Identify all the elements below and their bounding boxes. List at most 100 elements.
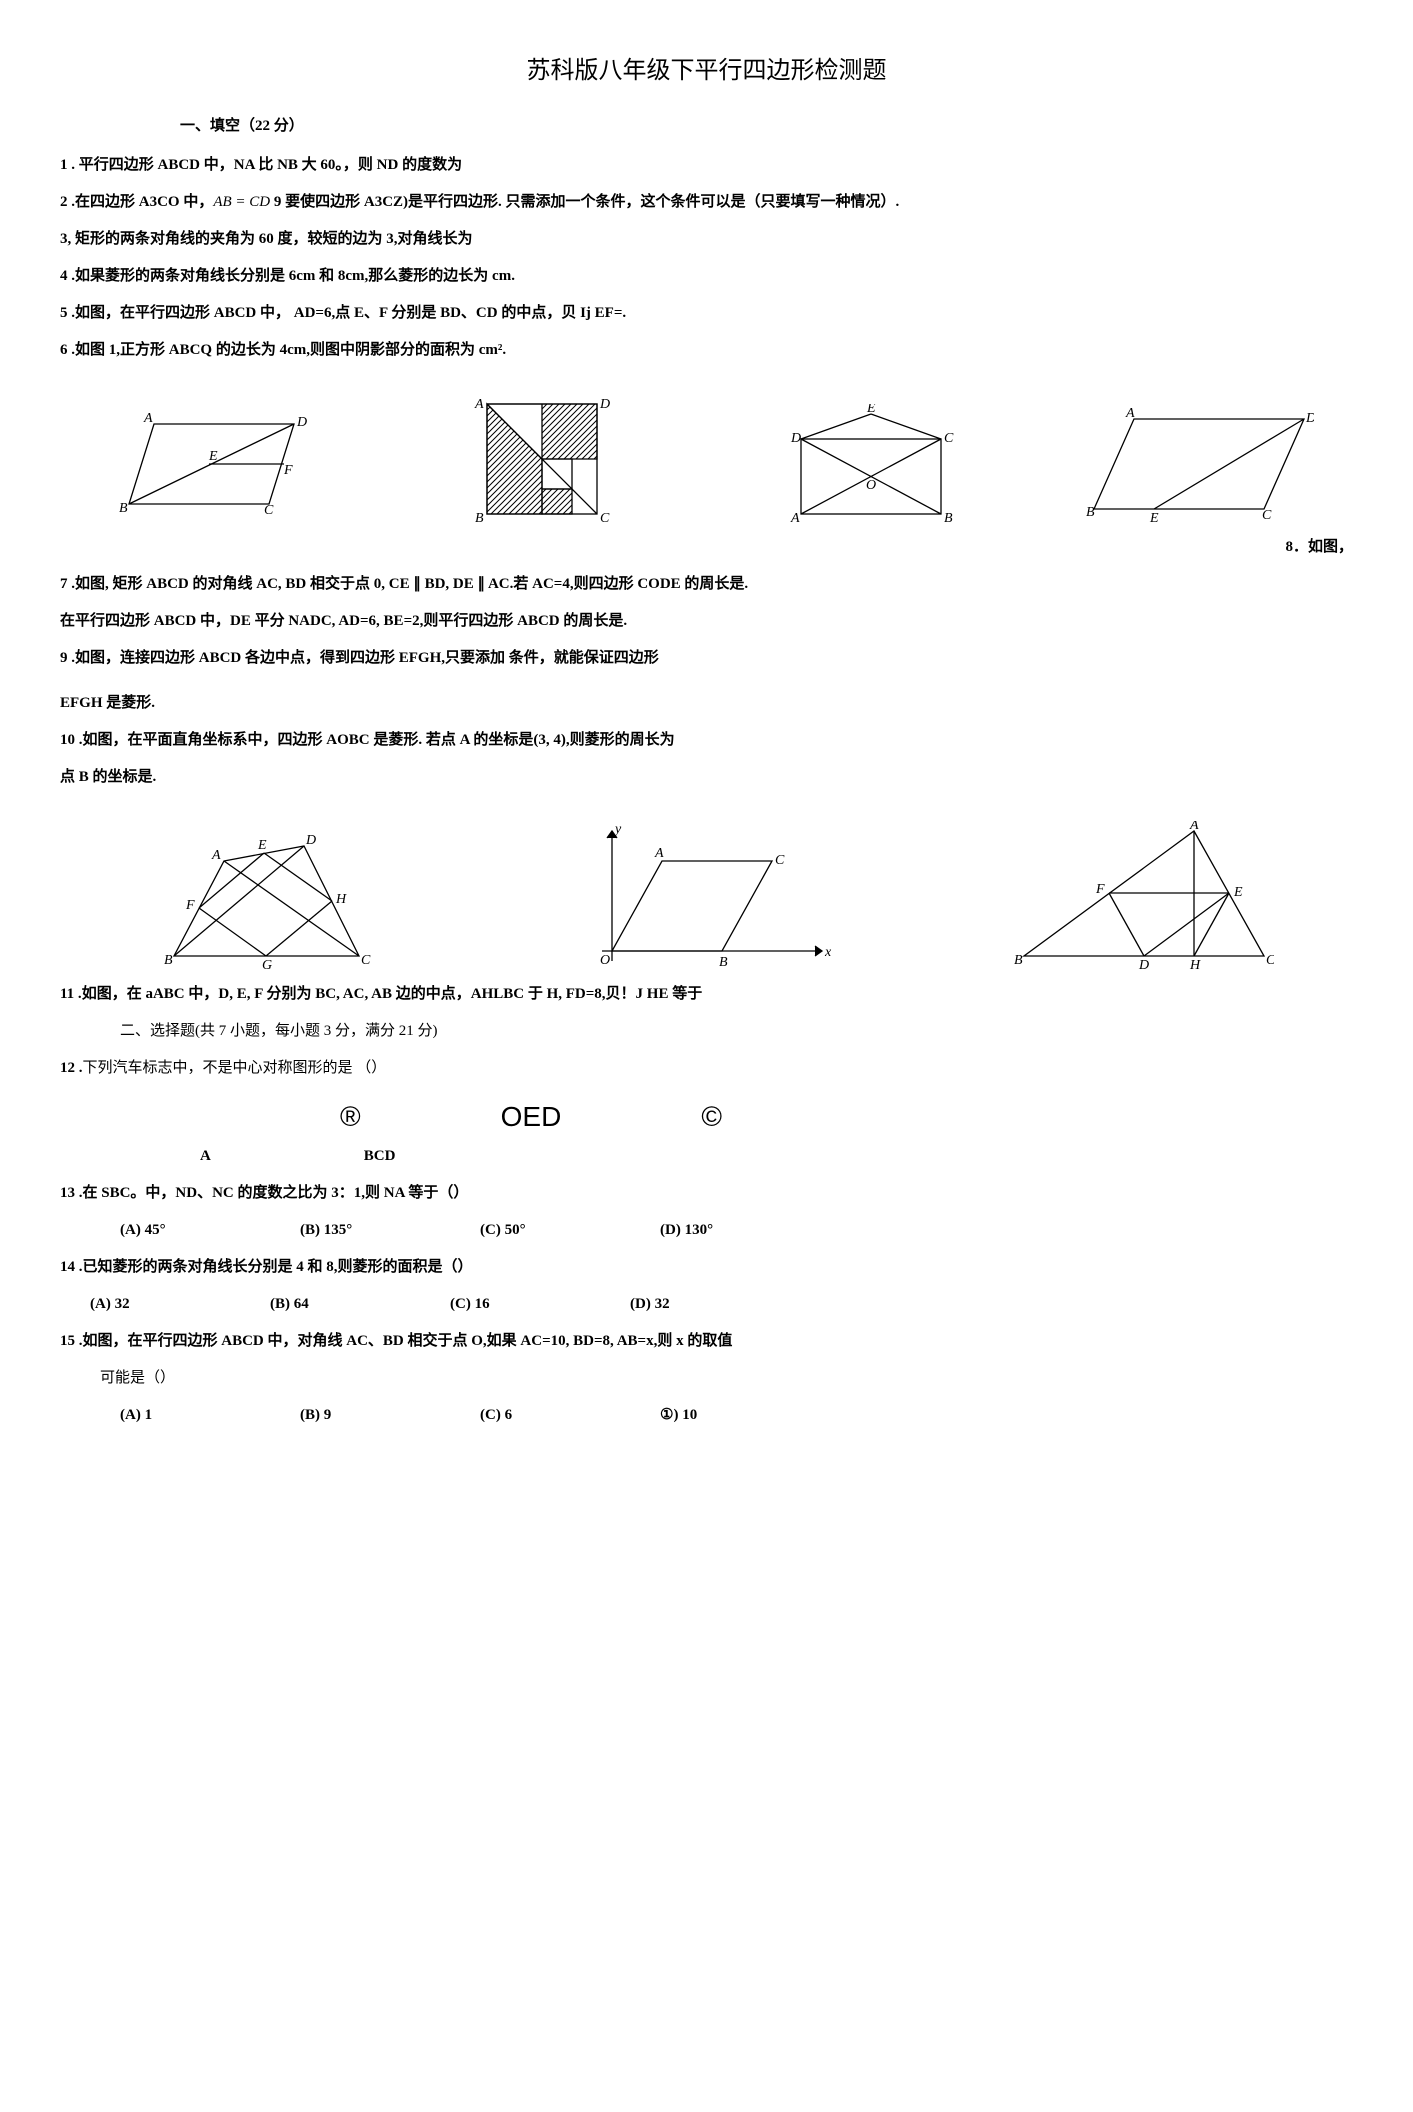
section-2-header: 二、选择题(共 7 小题，每小题 3 分，满分 21 分)	[120, 1018, 1353, 1045]
q15b-text: 可能是（）	[100, 1370, 175, 1386]
svg-text:E: E	[1149, 511, 1159, 524]
svg-text:A: A	[1125, 406, 1135, 421]
q3-text: 矩形的两条对角线的夹角为 60 度，较短的边为 3,对角线长为	[75, 231, 473, 247]
svg-text:E: E	[1233, 885, 1243, 900]
svg-text:D: D	[790, 431, 801, 446]
svg-text:D: D	[296, 415, 307, 430]
q5-text: 如图，在平行四边形 ABCD 中， AD=6,点 E、F 分别是 BD、CD 的…	[75, 305, 626, 321]
svg-text:x: x	[824, 945, 832, 960]
svg-text:C: C	[600, 511, 610, 524]
figure-11: A BC FE DH	[935, 821, 1353, 971]
section2-text: 二、选择题(共 7 小题，每小题 3 分，满分 21 分)	[120, 1023, 438, 1039]
question-3: 3, 矩形的两条对角线的夹角为 60 度，较短的边为 3,对角线长为	[60, 226, 1353, 253]
svg-text:O: O	[600, 953, 610, 968]
q15-text: 如图，在平行四边形 ABCD 中，对角线 AC、BD 相交于点 O,如果 AC=…	[83, 1333, 733, 1349]
q5-num: 5 .	[60, 305, 75, 321]
q11-text: 如图，在 aABC 中，D, E, F 分别为 BC, AC, AB 边的中点，…	[82, 986, 703, 1002]
symbol-c: ©	[701, 1092, 722, 1142]
figure-row-1: AD BC EF AD BC	[60, 394, 1353, 524]
q14-opt-b: (B) 64	[270, 1291, 390, 1318]
svg-text:C: C	[775, 853, 785, 868]
svg-text:D: D	[1138, 958, 1149, 971]
q7b-text: 在平行四边形 ABCD 中，DE 平分 NADC, AD=6, BE=2,则平行…	[60, 613, 627, 629]
figure-10: Oyx AC B	[498, 821, 916, 971]
svg-text:A: A	[211, 848, 221, 863]
q14-num: 14 .	[60, 1259, 83, 1275]
q15-opt-a: (A) 1	[120, 1402, 240, 1429]
question-5: 5 .如图，在平行四边形 ABCD 中， AD=6,点 E、F 分别是 BD、C…	[60, 300, 1353, 327]
q8-note: 8．如图，	[60, 534, 1353, 561]
question-15b: 可能是（）	[100, 1365, 1353, 1392]
q14-options: (A) 32 (B) 64 (C) 16 (D) 32	[90, 1291, 1353, 1318]
q15-opt-b: (B) 9	[300, 1402, 420, 1429]
svg-text:C: C	[1262, 508, 1272, 523]
q13-text: 在 SBC。中，ND、NC 的度数之比为 3：1,则 NA 等于（）	[83, 1185, 469, 1201]
q2-post: 9 要使四边形 A3CZ)是平行四边形. 只需添加一个条件，这个条件可以是（只要…	[270, 194, 899, 210]
svg-text:F: F	[1095, 882, 1105, 897]
q4-num: 4 .	[60, 268, 75, 284]
question-15: 15 .如图，在平行四边形 ABCD 中，对角线 AC、BD 相交于点 O,如果…	[60, 1328, 1353, 1355]
svg-text:B: B	[475, 511, 484, 524]
figure-5: AD BC EF	[60, 404, 368, 524]
q10b-text: 点 B 的坐标是.	[60, 769, 156, 785]
svg-text:E: E	[866, 404, 876, 416]
figure-8: AD BC E	[1045, 404, 1353, 524]
svg-text:A: A	[790, 511, 800, 524]
q2-math: AB = CD	[213, 194, 270, 210]
q3-num: 3,	[60, 231, 71, 247]
figure-7: D C A B E O	[717, 404, 1025, 524]
q12-num: 12 .	[60, 1060, 83, 1076]
question-9b: EFGH 是菱形.	[60, 690, 1353, 717]
question-7: 7 .如图, 矩形 ABCD 的对角线 AC, BD 相交于点 0, CE ∥ …	[60, 571, 1353, 598]
q15-options: (A) 1 (B) 9 (C) 6 ①) 10	[120, 1402, 1353, 1429]
svg-text:A: A	[654, 846, 664, 861]
svg-text:y: y	[613, 822, 622, 837]
q2-pre: 在四边形 A3CO 中，	[75, 194, 213, 210]
svg-text:A: A	[474, 397, 484, 412]
q14-opt-d: (D) 32	[630, 1291, 750, 1318]
svg-text:H: H	[335, 892, 347, 907]
svg-text:C: C	[944, 431, 954, 446]
page-title: 苏科版八年级下平行四边形检测题	[60, 50, 1353, 93]
q10-text: 如图，在平面直角坐标系中，四边形 AOBC 是菱形. 若点 A 的坐标是(3, …	[83, 732, 675, 748]
question-6: 6 .如图 1,正方形 ABCQ 的边长为 4cm,则图中阴影部分的面积为 cm…	[60, 337, 1353, 364]
q6-num: 6 .	[60, 342, 75, 358]
question-12: 12 .下列汽车标志中，不是中心对称图形的是 （）	[60, 1055, 1353, 1082]
q1-num: 1 .	[60, 157, 75, 173]
svg-text:D: D	[305, 833, 316, 848]
svg-text:B: B	[164, 953, 173, 968]
opt-bcd-label: BCD	[364, 1148, 396, 1164]
q7-text: 如图, 矩形 ABCD 的对角线 AC, BD 相交于点 0, CE ∥ BD,…	[75, 576, 748, 592]
svg-text:G: G	[262, 958, 272, 971]
q13-num: 13 .	[60, 1185, 83, 1201]
q13-options: (A) 45° (B) 135° (C) 50° (D) 130°	[120, 1217, 1353, 1244]
symbol-r: ®	[340, 1092, 361, 1142]
svg-text:D: D	[599, 397, 610, 412]
q14-text: 已知菱形的两条对角线长分别是 4 和 8,则菱形的面积是（）	[83, 1259, 473, 1275]
q4-text: 如果菱形的两条对角线长分别是 6cm 和 8cm,那么菱形的边长为 cm.	[75, 268, 515, 284]
q15-opt-d: ①) 10	[660, 1402, 780, 1429]
symbol-oed: OED	[501, 1092, 562, 1142]
svg-text:F: F	[283, 463, 293, 478]
section-1-header: 一、填空（22 分）	[180, 113, 1353, 140]
q13-opt-b: (B) 135°	[300, 1217, 420, 1244]
figure-6: A D B C	[388, 394, 696, 524]
svg-text:O: O	[866, 478, 876, 493]
question-4: 4 .如果菱形的两条对角线长分别是 6cm 和 8cm,那么菱形的边长为 cm.	[60, 263, 1353, 290]
q9-text: 如图，连接四边形 ABCD 各边中点，得到四边形 EFGH,只要添加 条件，就能…	[75, 650, 659, 666]
svg-text:B: B	[944, 511, 953, 524]
question-2: 2 .在四边形 A3CO 中，AB = CD 9 要使四边形 A3CZ)是平行四…	[60, 189, 1353, 216]
svg-text:A: A	[1189, 821, 1199, 833]
question-9: 9 .如图，连接四边形 ABCD 各边中点，得到四边形 EFGH,只要添加 条件…	[60, 645, 1353, 672]
q13-opt-a: (A) 45°	[120, 1217, 240, 1244]
q11-num: 11 .	[60, 986, 82, 1002]
question-1: 1 . 平行四边形 ABCD 中，NA 比 NB 大 60。，则 ND 的度数为	[60, 152, 1353, 179]
svg-text:C: C	[264, 503, 274, 518]
q7-num: 7 .	[60, 576, 75, 592]
svg-text:B: B	[1014, 953, 1023, 968]
svg-text:D: D	[1305, 411, 1314, 426]
svg-text:C: C	[361, 953, 371, 968]
svg-text:C: C	[1266, 953, 1274, 968]
question-13: 13 .在 SBC。中，ND、NC 的度数之比为 3：1,则 NA 等于（）	[60, 1180, 1353, 1207]
q2-num: 2 .	[60, 194, 75, 210]
